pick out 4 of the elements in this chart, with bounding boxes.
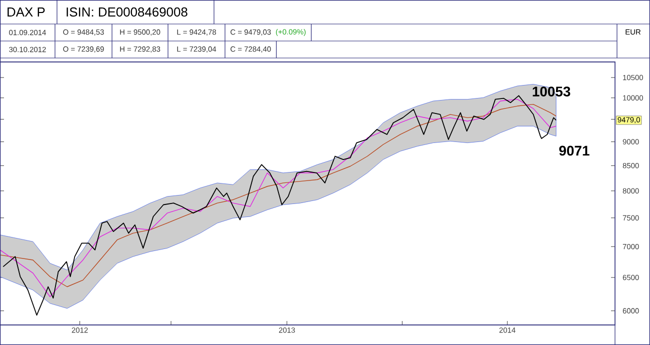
annotation: 9071: [559, 146, 590, 156]
chart-subtitle: ISIN: DE0008469008: [66, 7, 188, 17]
chart-title: DAX P: [8, 8, 45, 16]
annotation: 10053: [532, 86, 570, 97]
